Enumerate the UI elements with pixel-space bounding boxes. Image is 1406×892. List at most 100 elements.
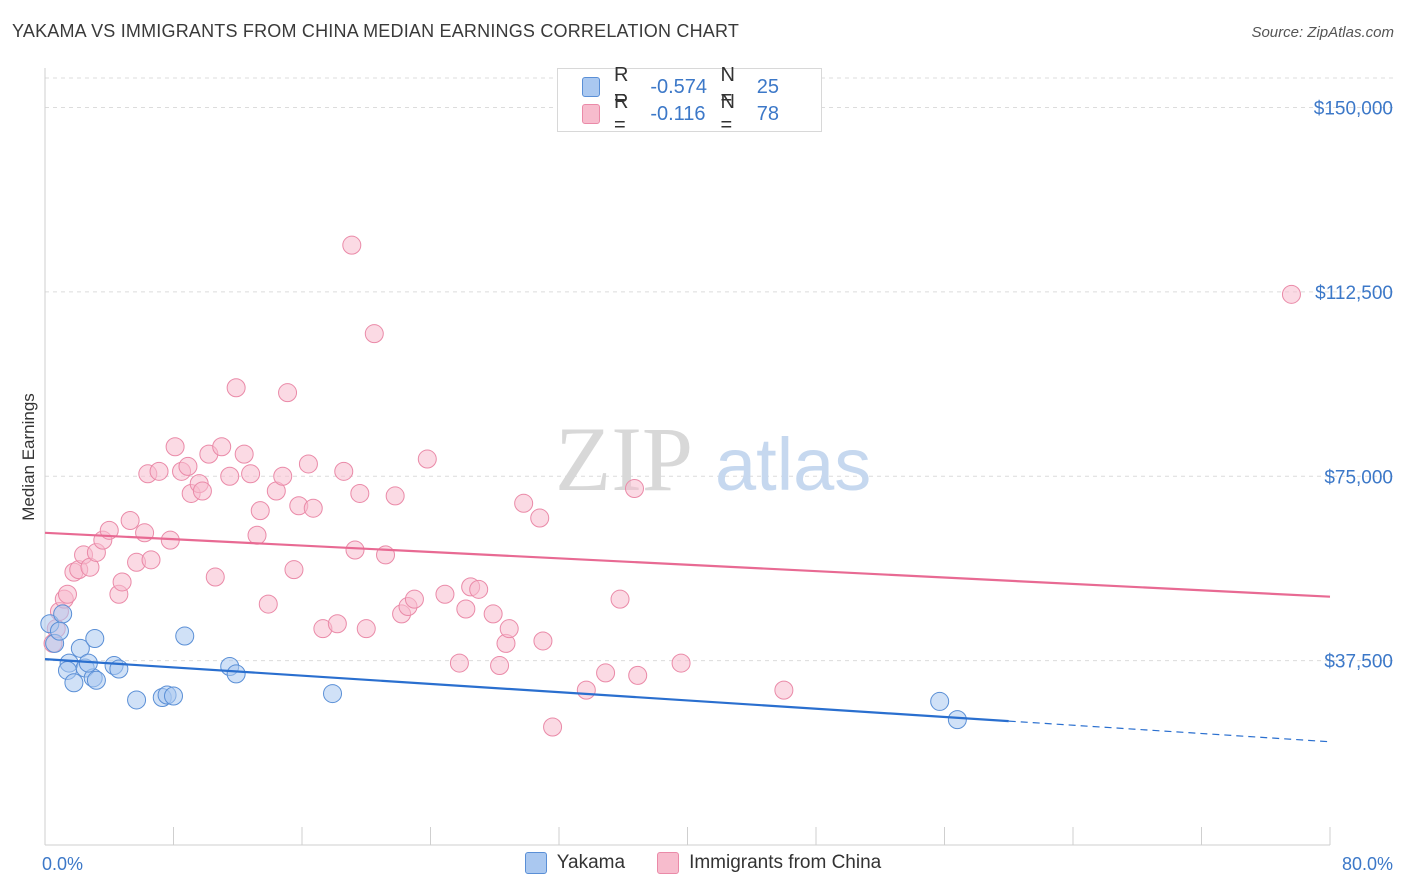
china-point-32 [234,444,254,464]
china-point-68 [530,508,550,528]
china-point-33 [241,464,261,484]
china-point-26 [192,481,212,501]
china-legend-label: Immigrants from China [689,852,882,873]
yakama-point-14 [127,690,147,710]
china-point-38 [273,466,293,486]
watermark: ZIP atlas [555,408,871,510]
china-point-67 [514,493,534,513]
yakama-trend-line [44,658,1009,723]
china-point-75 [624,479,644,499]
legend-row-yakama: R = -0.574 N = 25 [582,64,821,109]
yakama-point-23 [947,710,967,730]
yakama-point-3 [49,621,69,641]
china-point-21 [165,437,185,457]
china-trend-line [44,531,1331,598]
china-point-58 [435,584,455,604]
china-point-64 [490,656,510,676]
legend-item-yakama[interactable]: Yakama [524,852,626,874]
china-point-4 [57,584,77,604]
yakama-point-20 [226,664,246,684]
china-legend-swatch [657,852,680,874]
yakama-swatch [582,77,601,97]
yakama-point-6 [64,673,84,693]
china-point-42 [298,454,318,474]
china-point-34 [247,525,267,545]
china-point-35 [250,501,270,521]
r-label: R = [614,64,629,109]
watermark-zip: ZIP [555,408,693,510]
china-point-78 [1281,284,1301,304]
china-point-43 [303,498,323,518]
china-point-69 [533,631,553,651]
chart-title: YAKAMA VS IMMIGRANTS FROM CHINA MEDIAN E… [12,21,740,41]
china-point-31 [226,378,246,398]
china-point-76 [671,653,691,673]
china-point-73 [610,589,630,609]
china-point-77 [774,680,794,700]
yakama-point-22 [930,691,950,711]
x-tick-label-max: 80.0% [1342,854,1393,874]
r-label: R = [614,91,629,136]
china-point-49 [350,483,370,503]
y-axis-label: Median Earnings [19,393,38,521]
yakama-point-10 [86,670,106,690]
china-point-46 [334,461,354,481]
trend-lines [44,531,1331,743]
yakama-point-1 [53,604,73,624]
china-point-45 [327,614,347,634]
grid-lines [45,77,1395,662]
series-legend: Yakama Immigrants from China [0,852,1406,874]
watermark-atlas: atlas [715,423,871,506]
yakama-point-21 [323,684,343,704]
legend-item-china[interactable]: Immigrants from China [657,852,881,874]
china-point-57 [417,449,437,469]
yakama-point-17 [164,686,183,706]
china-point-72 [596,663,616,683]
tick-labels: $37,500 $75,000 $112,500 $150,000 0.0% 80.0% [42,99,1393,875]
yakama-r-value: -0.574 [650,75,708,98]
n-label: N = [720,91,735,136]
china-n-value: 78 [756,102,780,125]
yakama-legend-swatch [524,852,547,874]
y-tick-label-1: $75,000 [1324,467,1393,488]
china-point-30 [220,466,240,486]
yakama-n-value: 25 [756,75,780,98]
y-tick-label-0: $37,500 [1324,652,1393,673]
legend-row-china: R = -0.116 N = 78 [582,91,821,136]
china-point-70 [543,717,563,737]
china-r-value: -0.116 [650,102,706,125]
china-point-23 [178,456,198,476]
correlation-legend: R = -0.574 N = 25 R = -0.116 N = 78 [557,64,822,136]
china-point-51 [364,324,384,344]
china-point-19 [149,461,169,481]
china-point-50 [356,619,376,639]
y-tick-label-2: $112,500 [1315,283,1393,304]
china-swatch [582,104,601,124]
china-point-36 [258,594,278,614]
yakama-point-18 [175,626,195,646]
china-point-63 [483,604,503,624]
yakama-trend-extension [1008,720,1331,743]
china-point-28 [205,567,225,587]
china-point-71 [576,680,596,700]
china-point-60 [456,599,476,619]
china-point-14 [120,511,140,530]
source-credit: Source: ZipAtlas.com [1251,24,1394,41]
n-label: N = [720,64,735,109]
china-point-40 [284,560,304,580]
china-point-13 [112,572,132,592]
china-point-56 [404,589,424,609]
axes [44,68,1331,846]
y-tick-label-3: $150,000 [1314,99,1393,120]
yakama-legend-label: Yakama [556,852,626,873]
yakama-point-11 [85,629,105,648]
china-point-48 [345,540,365,560]
china-point-29 [212,437,232,457]
china-point-62 [469,579,489,599]
x-tick-label-min: 0.0% [42,854,83,874]
yakama-point-7 [70,638,90,658]
china-point-66 [499,619,519,639]
china-point-39 [278,383,298,403]
china-point-74 [628,665,648,685]
